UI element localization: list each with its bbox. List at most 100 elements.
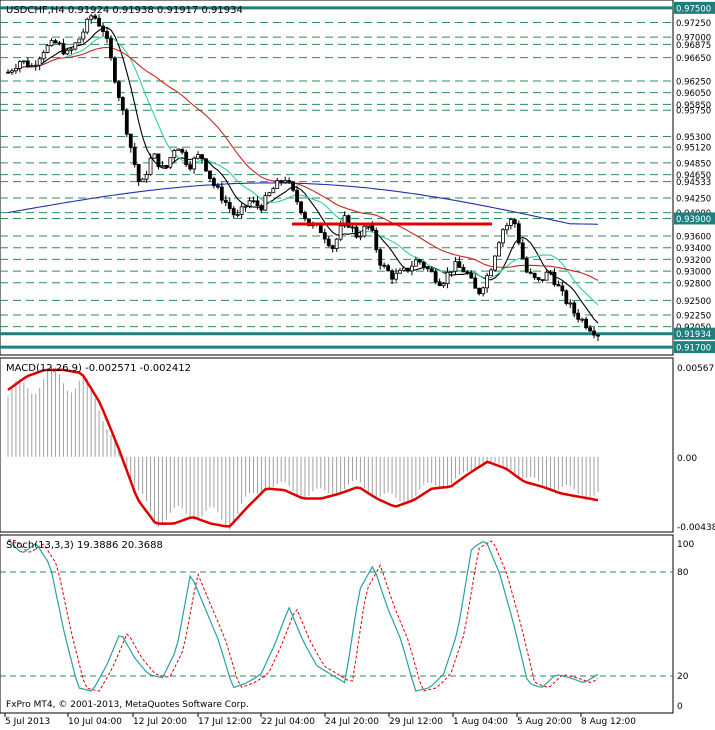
candle-body (65, 49, 70, 55)
candle-body (14, 68, 18, 72)
copyright: FxPro MT4, © 2001-2013, MetaQuotes Softw… (6, 700, 249, 710)
candle-body (132, 146, 137, 165)
candle-body (105, 31, 109, 39)
candle-body (362, 225, 367, 237)
candle-body (21, 60, 26, 63)
stoch-lines (7, 539, 599, 692)
price-label: 0.96650 (676, 54, 711, 64)
candle-body (204, 158, 208, 172)
candle-body (235, 214, 240, 216)
candle-body (378, 249, 383, 266)
candle-body (17, 61, 22, 69)
candle-body (49, 40, 54, 46)
candle-body (85, 18, 90, 33)
time-label: 8 Aug 12:00 (581, 717, 636, 727)
candle-body (358, 235, 363, 238)
price-header: USDCHF,H4 0.91924 0.91938 0.91917 0.9193… (6, 5, 243, 16)
candle-body (109, 38, 113, 59)
candle-body (493, 255, 497, 271)
price-label-box (674, 1, 715, 14)
price-label: 0.97250 (676, 19, 711, 29)
candle-body (374, 230, 379, 251)
price-label: 0.92500 (676, 297, 711, 307)
stoch-panel (0, 534, 674, 714)
candle-body (481, 287, 486, 295)
candle-body (208, 170, 212, 179)
candle-body (116, 81, 121, 98)
candle-body (255, 200, 260, 207)
candle-body (413, 259, 418, 267)
candle-body (497, 242, 501, 257)
candle-body (505, 225, 509, 231)
price-label: 0.94650 (676, 171, 711, 181)
candle-body (259, 205, 264, 211)
candle-body (588, 327, 592, 332)
candle-body (215, 185, 220, 188)
candle-body (25, 60, 30, 68)
candle-body (398, 269, 402, 274)
candle-body (53, 40, 58, 44)
candle-body (243, 205, 248, 208)
price-label: 0.93000 (676, 268, 711, 278)
stoch-label-80: 80 (677, 568, 689, 578)
candle-body (271, 188, 276, 194)
candle-body (457, 261, 462, 268)
time-label: 17 Jul 12:00 (198, 717, 252, 727)
macd-signal (7, 368, 599, 528)
candle-body (279, 180, 284, 183)
price-panel (0, 0, 674, 356)
stoch-label-20: 20 (677, 672, 689, 682)
candle-body (342, 215, 347, 227)
price-label: 0.94850 (676, 159, 711, 169)
candle-body (57, 42, 62, 45)
candle-body (584, 318, 589, 329)
candle-body (184, 151, 189, 166)
price-label: 0.91934 (676, 330, 711, 340)
candle-body (251, 200, 256, 203)
price-label: 0.96050 (676, 89, 711, 99)
candle-body (402, 267, 406, 271)
price-label: 0.95850 (676, 101, 711, 111)
stoch-label-0: 0 (677, 702, 683, 712)
candle-body (295, 189, 299, 203)
candle-body (552, 271, 557, 285)
candle-body (560, 285, 565, 292)
price-label-box (674, 341, 715, 354)
candle-body (544, 271, 549, 281)
price-grid (0, 6, 673, 349)
candle-body (532, 272, 537, 279)
candle-body (540, 279, 545, 282)
macd-signal-line (7, 368, 599, 528)
candle-body (41, 52, 46, 60)
candle-body (227, 202, 232, 209)
candle-body (196, 154, 200, 159)
price-label: 0.91700 (676, 344, 711, 354)
price-label: 0.93900 (676, 215, 711, 225)
candle-body (212, 178, 216, 187)
macd-panel (0, 357, 674, 533)
candle-body (354, 226, 359, 238)
candle-body (231, 208, 236, 216)
candle-body (453, 261, 458, 272)
candle-body (291, 181, 296, 191)
candle-body (144, 174, 149, 180)
price-label: 0.93400 (676, 244, 711, 254)
price-label: 0.93200 (676, 256, 711, 266)
candle-body (37, 58, 42, 66)
candle-body (303, 212, 307, 220)
candle-body (524, 257, 529, 273)
candle-body (386, 265, 391, 272)
candle-body (247, 200, 252, 207)
time-label: 1 Aug 04:00 (453, 717, 508, 727)
candle-body (394, 272, 398, 280)
candle-body (429, 268, 434, 273)
price-label: 0.97000 (676, 34, 711, 44)
candle-body (124, 109, 129, 135)
candle-body (89, 15, 94, 20)
candle-body (200, 154, 204, 160)
candle-body (188, 164, 193, 170)
candle-body (580, 318, 585, 321)
candle-body (136, 164, 141, 183)
time-label: 10 Jul 04:00 (68, 717, 122, 727)
candle-body (330, 245, 335, 249)
